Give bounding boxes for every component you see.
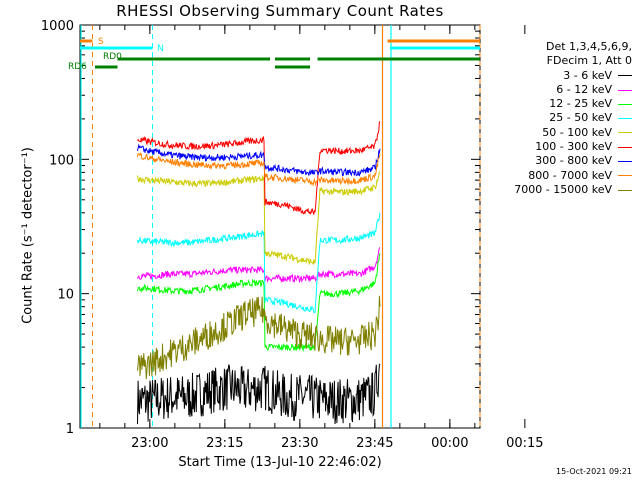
x-axis-label: Start Time (13-Jul-10 22:46:02) xyxy=(178,455,382,470)
timestamp: 15-Oct-2021 09:21 xyxy=(556,467,632,476)
legend-item-label: 25 - 50 keV xyxy=(549,111,612,125)
legend-item-label: 6 - 12 keV xyxy=(556,82,612,96)
series-line xyxy=(137,171,381,265)
series-line xyxy=(137,363,381,425)
x-tick-label: 23:45 xyxy=(356,436,393,451)
series-line xyxy=(137,212,381,314)
legend-item: 25 - 50 keV xyxy=(486,111,632,125)
series-line xyxy=(137,121,381,216)
x-tick-label: 23:30 xyxy=(281,436,318,451)
legend-header-1: Det 1,3,4,5,6,9, xyxy=(545,40,632,53)
series-line xyxy=(137,253,381,353)
legend-swatch xyxy=(618,132,632,134)
y-axis-label: Count Rate (s⁻¹ detector⁻¹) xyxy=(20,147,36,324)
legend-item: 50 - 100 keV xyxy=(486,126,632,140)
legend-item: 300 - 800 keV xyxy=(486,154,632,168)
series-line xyxy=(137,143,381,177)
legend-header-2: FDecim 1, Att 0 xyxy=(546,54,632,68)
legend-swatch xyxy=(618,118,632,120)
legend-item: 6 - 12 keV xyxy=(486,83,632,97)
legend-item: 100 - 300 keV xyxy=(486,140,632,154)
y-tick-label: 1000 xyxy=(41,19,74,34)
y-tick-label: 1 xyxy=(66,422,74,437)
y-tick-label: 100 xyxy=(49,153,74,168)
legend-item-label: 12 - 25 keV xyxy=(549,97,612,111)
legend: Det 1,3,4,5,6,9, FDecim 1, Att 0 3 - 6 k… xyxy=(486,40,632,197)
legend-item-label: 800 - 7000 keV xyxy=(528,168,612,182)
series-line xyxy=(137,247,381,284)
legend-item: 7000 - 15000 keV xyxy=(486,183,632,197)
legend-item: 12 - 25 keV xyxy=(486,97,632,111)
legend-item-label: 300 - 800 keV xyxy=(535,154,612,168)
legend-swatch xyxy=(618,175,632,177)
series-line xyxy=(137,152,381,187)
legend-swatch xyxy=(618,146,632,148)
legend-swatch xyxy=(618,161,632,163)
legend-item: 3 - 6 keV xyxy=(486,69,632,83)
x-tick-label: 00:15 xyxy=(506,436,543,451)
legend-swatch xyxy=(618,89,632,91)
legend-item-label: 7000 - 15000 keV xyxy=(514,182,612,196)
chart-title: RHESSI Observing Summary Count Rates xyxy=(116,2,444,20)
flag-label: S xyxy=(98,37,104,47)
legend-item-label: 3 - 6 keV xyxy=(563,68,612,82)
legend-item: 800 - 7000 keV xyxy=(486,169,632,183)
x-tick-label: 00:00 xyxy=(431,436,468,451)
x-tick-label: 23:00 xyxy=(131,436,168,451)
legend-item-label: 100 - 300 keV xyxy=(535,140,612,154)
legend-swatch xyxy=(618,75,632,77)
legend-item-label: 50 - 100 keV xyxy=(542,125,612,139)
series-line xyxy=(137,295,381,380)
legend-swatch xyxy=(618,103,632,105)
legend-swatch xyxy=(618,189,632,191)
flag-label: RD0 xyxy=(103,52,122,62)
y-tick-label: 10 xyxy=(57,288,74,303)
x-tick-label: 23:15 xyxy=(206,436,243,451)
flag-label: N xyxy=(157,44,164,54)
flag-label: RD6 xyxy=(68,62,87,72)
